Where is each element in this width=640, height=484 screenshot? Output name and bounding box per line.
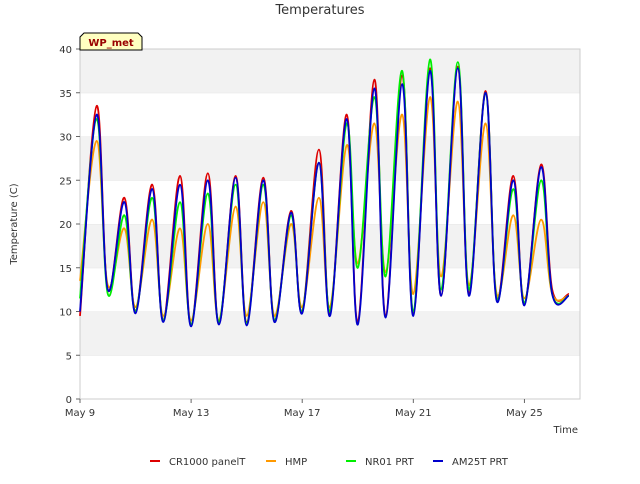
x-tick-label: May 17 xyxy=(284,408,321,419)
y-tick-label: 40 xyxy=(59,45,72,56)
grid-band xyxy=(80,224,580,268)
grid-band xyxy=(80,311,580,356)
grid-band xyxy=(80,49,580,93)
chart-title: Temperatures xyxy=(274,3,364,18)
y-tick-label: 0 xyxy=(66,395,72,406)
series-line-am25t-prt xyxy=(79,67,570,328)
x-axis-label: Time xyxy=(553,425,578,436)
y-tick-label: 35 xyxy=(59,89,72,100)
x-tick-label: May 25 xyxy=(506,408,543,419)
x-tick-label: May 9 xyxy=(65,408,95,419)
y-tick-label: 5 xyxy=(66,351,72,362)
site-badge-label: WP_met xyxy=(88,38,134,49)
y-tick-label: 20 xyxy=(59,220,72,231)
x-tick-label: May 13 xyxy=(173,408,210,419)
legend-label-cr1000-panelt: CR1000 panelT xyxy=(169,457,246,468)
grid-band xyxy=(80,92,580,137)
legend-label-am25t-prt: AM25T PRT xyxy=(452,457,509,468)
y-tick-label: 25 xyxy=(59,176,72,187)
y-axis-label: Temperature (C) xyxy=(9,183,20,265)
grid-band xyxy=(80,136,580,181)
legend-label-nr01-prt: NR01 PRT xyxy=(365,457,415,468)
legend: CR1000 panelT HMP NR01 PRT AM25T PRT xyxy=(150,457,509,468)
grid-band xyxy=(80,355,580,399)
grid-band xyxy=(80,180,580,224)
site-badge: WP_met xyxy=(79,32,143,51)
site-badge-shape xyxy=(79,32,143,51)
y-tick-label: 10 xyxy=(59,308,72,319)
y-tick-label: 30 xyxy=(59,133,72,144)
legend-label-hmp: HMP xyxy=(285,457,307,468)
x-tick-label: May 21 xyxy=(395,408,432,419)
y-tick-label: 15 xyxy=(59,264,72,275)
